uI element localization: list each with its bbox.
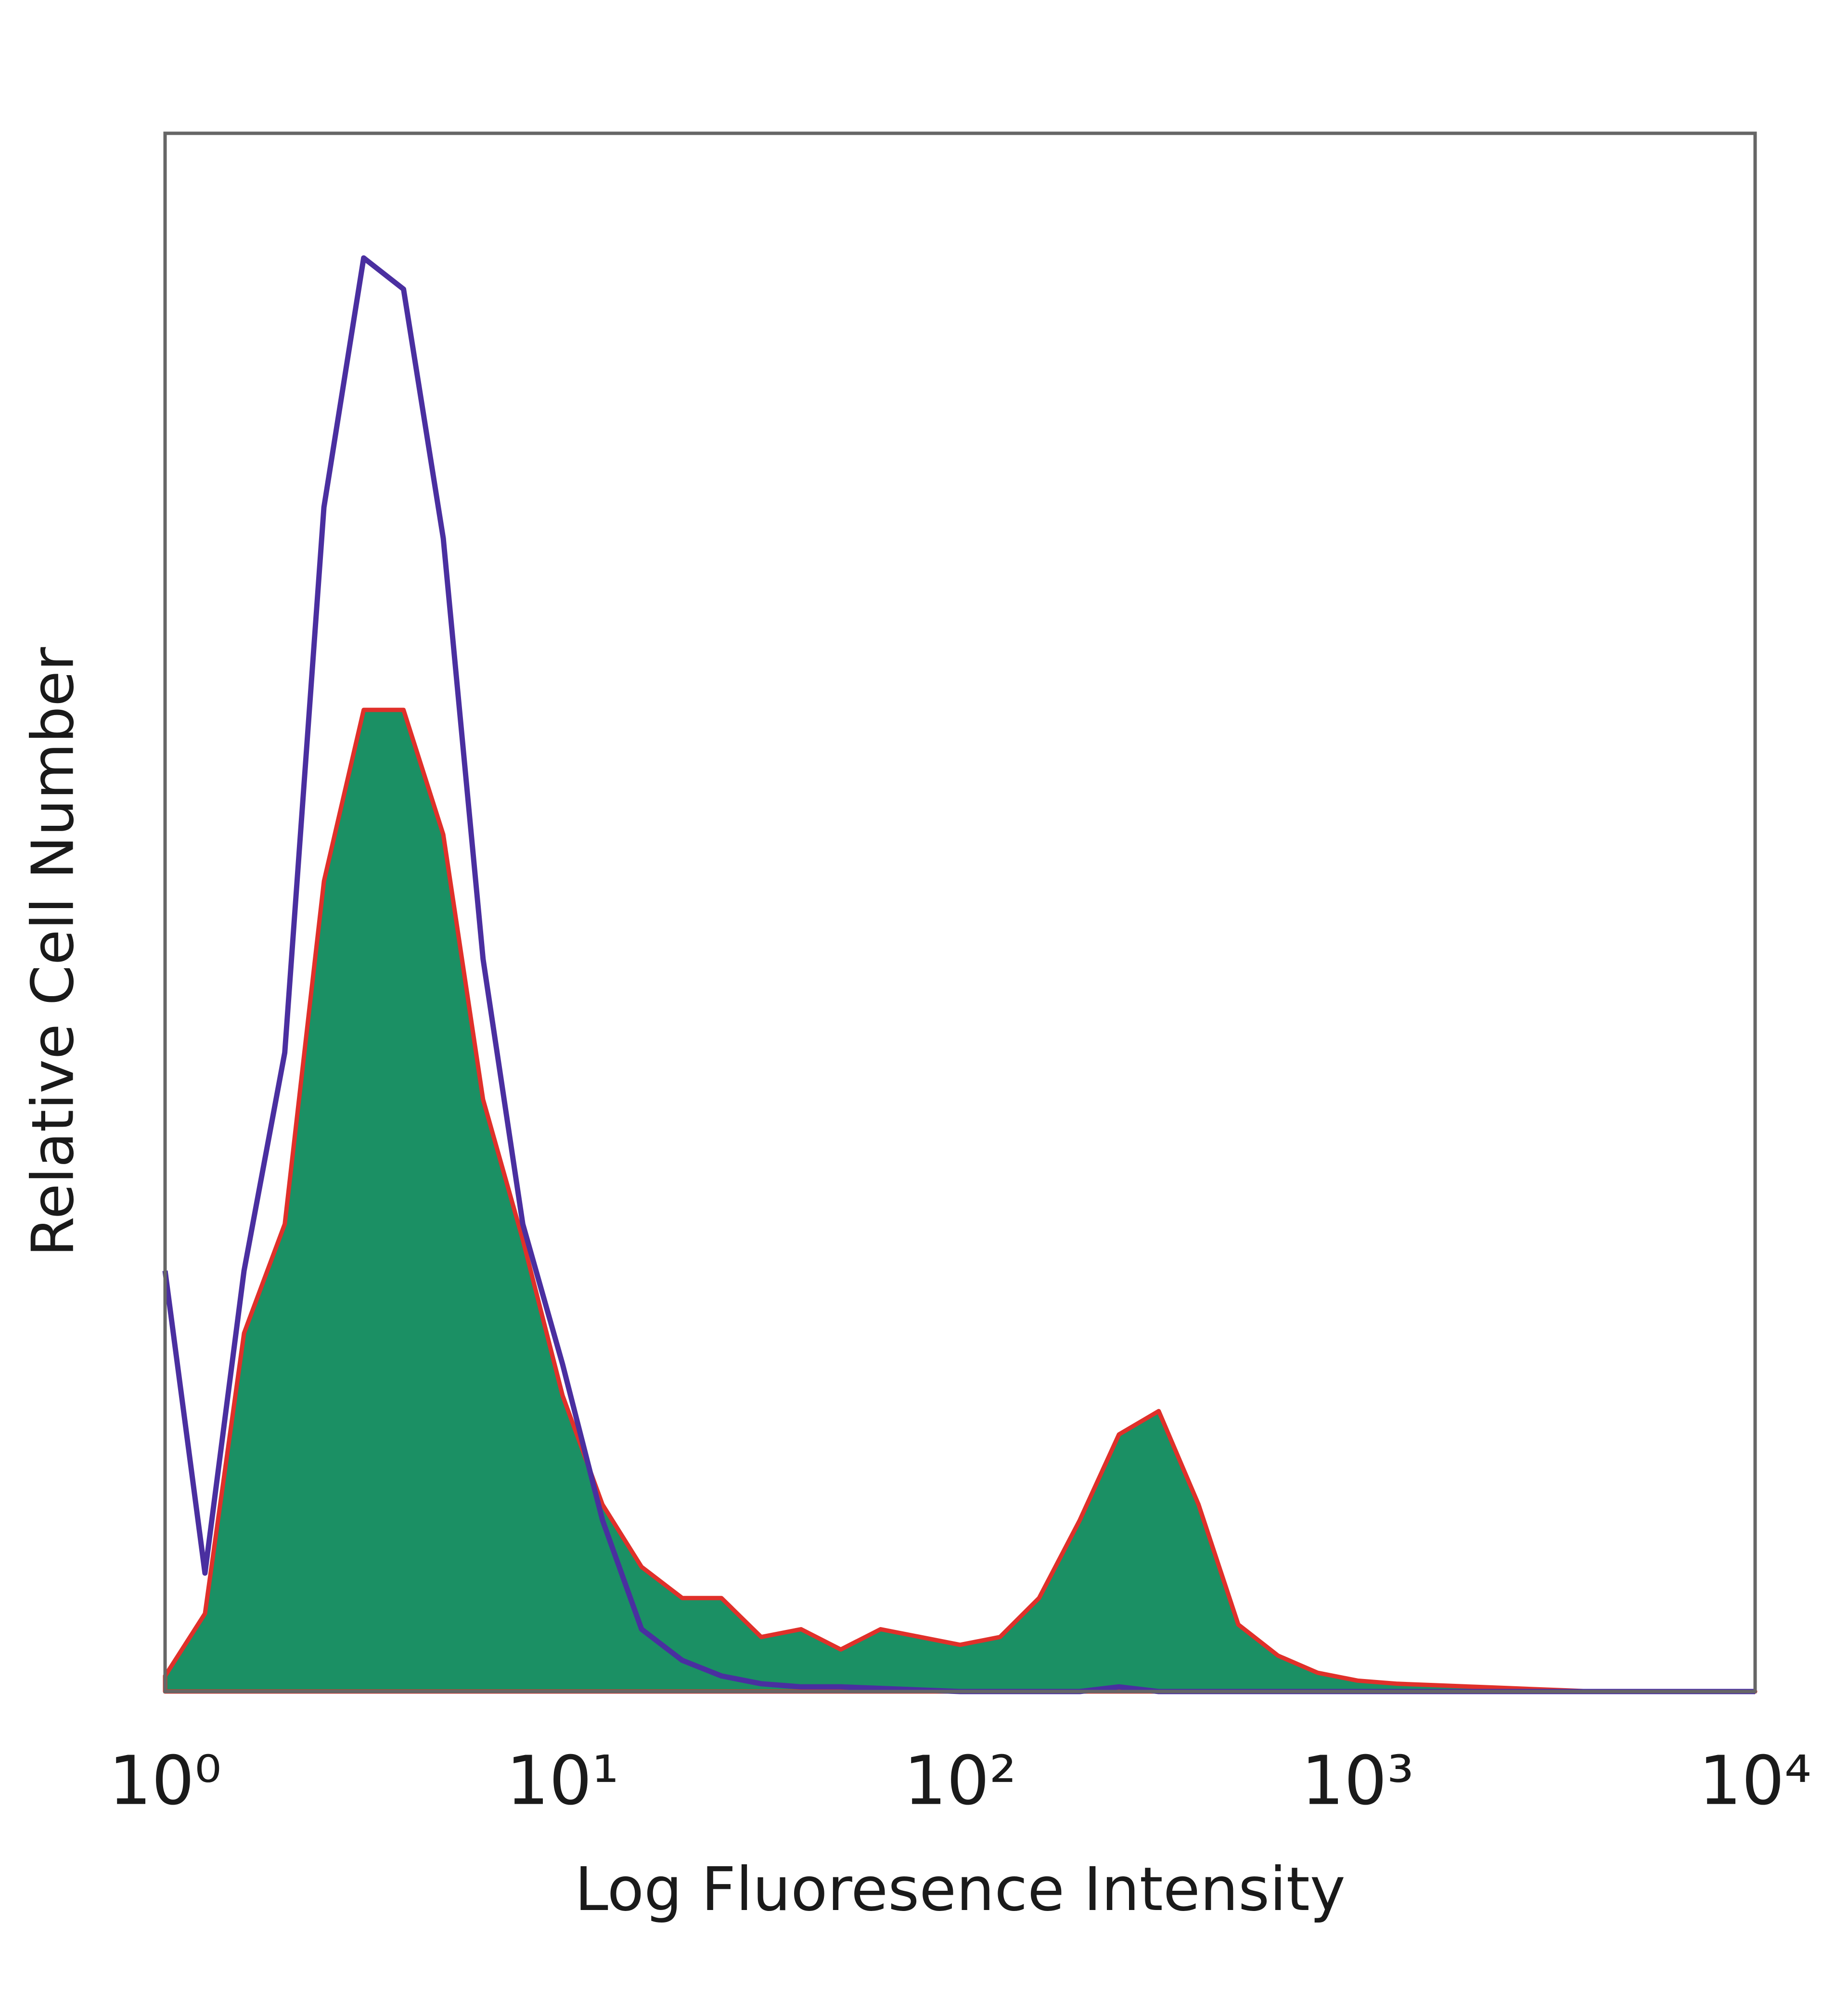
x-tick-label: 10⁰ — [109, 1742, 221, 1821]
plot-frame — [163, 131, 1757, 1693]
x-axis-label: Log Fluoresence Intensity — [575, 1855, 1346, 1924]
x-tick-label: 10⁴ — [1699, 1742, 1811, 1821]
y-axis-label: Relative Cell Number — [20, 647, 87, 1256]
x-tick-label: 10² — [904, 1742, 1016, 1821]
x-tick-label: 10³ — [1301, 1742, 1414, 1821]
x-tick-label: 10¹ — [506, 1742, 619, 1821]
